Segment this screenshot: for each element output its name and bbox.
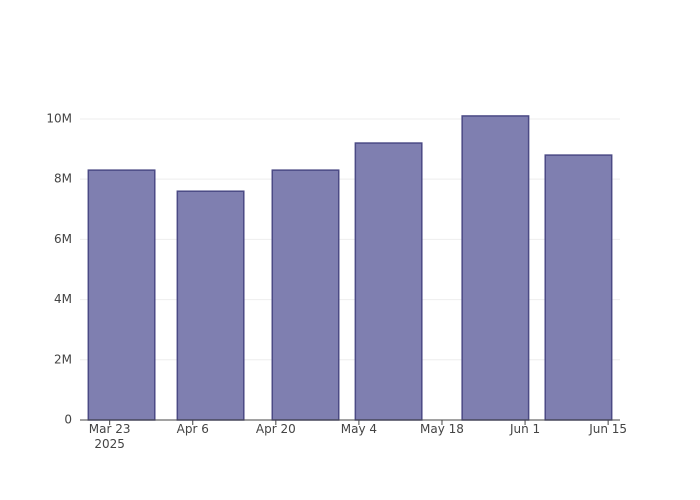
- y-tick-label: 4M: [54, 292, 72, 306]
- x-tick-label: Jun 15: [589, 422, 628, 436]
- x-tick-label: Apr 20: [255, 422, 296, 436]
- y-tick-label: 2M: [54, 352, 72, 366]
- bar: [544, 154, 613, 421]
- x-tick-label: May 18: [420, 422, 464, 436]
- y-tick-label: 8M: [54, 172, 72, 186]
- y-tick-label: 10M: [46, 111, 72, 125]
- x-tick-label: Apr 6: [176, 422, 209, 436]
- x-tick-label: Mar 23 2025: [88, 422, 131, 451]
- bar: [176, 190, 245, 421]
- y-tick-label: 6M: [54, 232, 72, 246]
- bar: [461, 115, 530, 421]
- bar: [354, 142, 423, 421]
- y-tick-label: 0: [64, 413, 72, 427]
- bar: [87, 169, 156, 421]
- x-tick-label: May 4: [340, 422, 378, 436]
- x-tick-label: Jun 1: [509, 422, 541, 436]
- bar: [271, 169, 340, 421]
